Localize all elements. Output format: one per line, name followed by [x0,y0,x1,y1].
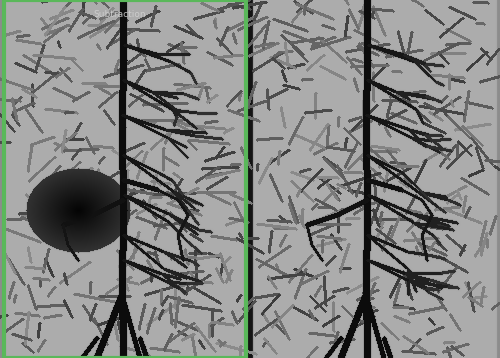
Text: Subtraction: Subtraction [94,10,146,19]
Bar [4,0,246,358]
